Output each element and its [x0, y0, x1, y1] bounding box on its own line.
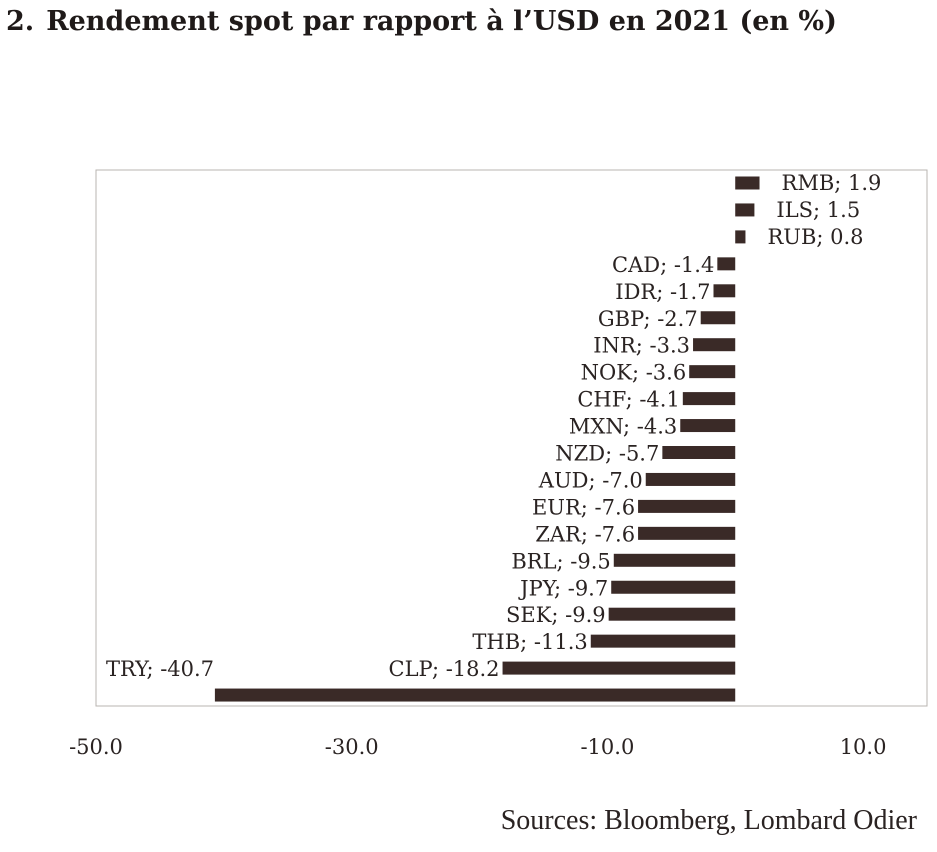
data-label: NOK; -3.6	[581, 361, 687, 385]
bar	[700, 311, 736, 325]
bar	[682, 392, 736, 406]
data-label: CAD; -1.4	[612, 253, 714, 277]
data-label: GBP; -2.7	[598, 307, 698, 331]
data-label: INR; -3.3	[593, 334, 690, 358]
bar	[611, 580, 736, 594]
data-label: EUR; -7.6	[532, 495, 635, 519]
x-tick-label: -50.0	[69, 735, 123, 759]
bar	[214, 688, 736, 702]
data-label: ILS; 1.5	[776, 198, 860, 222]
bar	[735, 203, 755, 217]
bar	[735, 176, 760, 190]
data-label: CLP; -18.2	[389, 657, 500, 681]
bar	[608, 607, 736, 621]
x-tick-label: 10.0	[840, 735, 887, 759]
data-label: RMB; 1.9	[782, 171, 882, 195]
bar	[689, 365, 736, 379]
data-label: SEK; -9.9	[506, 603, 606, 627]
bar	[590, 634, 736, 648]
chart-title: 2. Rendement spot par rapport à l’USD en …	[6, 2, 837, 42]
bar	[638, 526, 736, 540]
data-label: CHF; -4.1	[577, 388, 679, 412]
data-label: JPY; -9.7	[518, 576, 608, 600]
data-label: NZD; -5.7	[555, 442, 659, 466]
bar	[638, 499, 736, 513]
data-label: MXN; -4.3	[569, 415, 677, 439]
data-label: ZAR; -7.6	[535, 522, 635, 546]
bar	[693, 338, 736, 352]
bar	[662, 446, 736, 459]
bar	[502, 661, 736, 675]
bar	[613, 553, 736, 567]
bar	[680, 419, 736, 433]
plot-frame	[95, 169, 928, 707]
data-label: IDR; -1.7	[615, 280, 710, 304]
x-tick-label: -30.0	[325, 735, 379, 759]
source-note: Sources: Bloomberg, Lombard Odier	[500, 805, 917, 836]
data-label: AUD; -7.0	[538, 468, 643, 492]
chart-number: 2.	[6, 6, 35, 37]
data-label: THB; -11.3	[472, 630, 587, 654]
data-label: BRL; -9.5	[511, 549, 610, 573]
bar	[713, 284, 736, 298]
bar	[717, 257, 736, 271]
bar	[645, 472, 736, 486]
bar	[735, 230, 746, 244]
chart-title-text: Rendement spot par rapport à l’USD en 20…	[46, 6, 837, 37]
data-label: RUB; 0.8	[767, 225, 863, 249]
data-label: TRY; -40.7	[106, 657, 214, 681]
x-tick-label: -10.0	[580, 735, 634, 759]
